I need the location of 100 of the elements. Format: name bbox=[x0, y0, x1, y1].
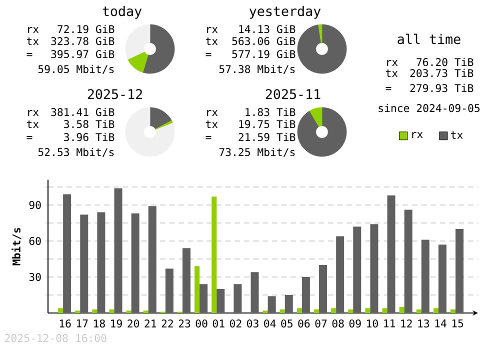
x-tick-label: 09 bbox=[349, 319, 361, 328]
bar bbox=[114, 188, 122, 313]
bar bbox=[456, 228, 464, 313]
text: = bbox=[386, 87, 392, 90]
chart-title: 2025-11 bbox=[266, 89, 320, 100]
bar bbox=[370, 224, 378, 313]
bar bbox=[353, 226, 362, 313]
text: 563.06 GiB bbox=[232, 36, 296, 46]
bar bbox=[58, 308, 64, 313]
bar bbox=[433, 308, 438, 313]
text: 577.19 GiB bbox=[232, 50, 296, 58]
text: since 2024-09-05 bbox=[378, 104, 480, 112]
x-tick-label: 05 bbox=[281, 319, 292, 328]
legend-label: rx bbox=[412, 132, 423, 138]
x-tick-label: 04 bbox=[264, 319, 276, 328]
bar bbox=[92, 309, 98, 313]
bar bbox=[319, 264, 328, 313]
bar bbox=[216, 288, 225, 313]
text: 279.93 TiB bbox=[410, 84, 474, 92]
bar bbox=[336, 236, 344, 313]
text: 57.38 Mbit/s bbox=[219, 64, 295, 74]
x-tick-label: 20 bbox=[128, 319, 140, 328]
x-tick-label: 18 bbox=[94, 319, 105, 328]
bar bbox=[280, 309, 285, 313]
text: = bbox=[206, 136, 212, 140]
x-tick-label: 14 bbox=[435, 319, 446, 328]
text: 3.58 TiB bbox=[64, 120, 114, 128]
bar bbox=[438, 244, 446, 313]
x-tick-label: 17 bbox=[76, 319, 88, 328]
text: 72.19 GiB bbox=[58, 24, 114, 34]
text: tx bbox=[386, 70, 398, 77]
bar bbox=[182, 248, 191, 313]
bar bbox=[234, 284, 242, 313]
bar bbox=[165, 268, 174, 313]
text: 52.53 Mbit/s bbox=[38, 148, 114, 157]
text: 381.41 GiB bbox=[51, 108, 114, 116]
x-tick-label: 11 bbox=[384, 319, 395, 328]
chart-title: yesterday bbox=[250, 6, 321, 19]
bar bbox=[382, 308, 388, 313]
bar bbox=[314, 309, 320, 313]
text: 76.20 TiB bbox=[416, 58, 474, 66]
text: 395.97 GiB bbox=[51, 50, 114, 58]
bar bbox=[284, 294, 293, 313]
text: rx bbox=[207, 110, 218, 116]
text: rx bbox=[387, 60, 398, 66]
x-tick-label: 07 bbox=[315, 319, 327, 328]
text: = bbox=[26, 53, 32, 56]
y-axis-title: Mbit/s bbox=[12, 228, 22, 266]
text: 14.13 GiB bbox=[239, 24, 296, 34]
text: 59.05 Mbit/s bbox=[38, 64, 114, 74]
x-tick-label: 06 bbox=[298, 319, 310, 328]
bar bbox=[296, 308, 302, 313]
bar bbox=[97, 212, 106, 313]
text: 203.73 TiB bbox=[410, 68, 474, 78]
x-tick-label: 22 bbox=[162, 319, 173, 328]
chart-title: 2025-12 bbox=[88, 89, 142, 100]
bar bbox=[212, 196, 217, 313]
text: rx bbox=[28, 27, 39, 33]
text: 19.75 TiB bbox=[239, 120, 296, 128]
bar bbox=[421, 240, 430, 313]
text: 3.96 TiB bbox=[64, 132, 114, 142]
bar bbox=[63, 194, 72, 313]
bar bbox=[404, 210, 412, 313]
x-tick-label: 12 bbox=[401, 319, 412, 328]
text: 21.59 TiB bbox=[238, 132, 296, 142]
bar bbox=[348, 309, 354, 313]
bar bbox=[131, 213, 140, 313]
text: = bbox=[26, 136, 32, 140]
legend-label: tx bbox=[451, 131, 463, 139]
bar bbox=[416, 309, 422, 313]
text: rx bbox=[28, 110, 39, 116]
x-tick-label: 15 bbox=[452, 319, 464, 328]
text: = bbox=[206, 53, 212, 56]
bar bbox=[109, 309, 114, 313]
text: 1.83 TiB bbox=[246, 108, 296, 116]
x-tick-label: 00 bbox=[196, 319, 208, 328]
bar bbox=[194, 266, 200, 313]
text: tx bbox=[26, 38, 39, 45]
text: rx bbox=[207, 27, 218, 33]
x-tick-label: 13 bbox=[418, 319, 430, 328]
bar bbox=[387, 195, 396, 313]
bar bbox=[80, 214, 88, 313]
y-tick-label: 30 bbox=[29, 272, 41, 282]
x-tick-label: 03 bbox=[247, 319, 258, 328]
bar bbox=[365, 308, 370, 313]
x-tick-label: 10 bbox=[367, 319, 378, 328]
bar bbox=[200, 284, 208, 313]
bar bbox=[399, 306, 404, 313]
x-tick-label: 19 bbox=[111, 319, 122, 328]
y-tick-label: 90 bbox=[29, 200, 41, 210]
text: all time bbox=[398, 34, 460, 44]
bar bbox=[331, 308, 336, 313]
chart-title: today bbox=[102, 6, 142, 19]
x-tick-label: 21 bbox=[144, 319, 156, 328]
x-tick-label: 02 bbox=[230, 319, 242, 328]
text: 73.25 Mbit/s bbox=[219, 148, 295, 157]
x-tick-label: 16 bbox=[60, 319, 71, 328]
x-tick-label: 23 bbox=[178, 319, 190, 328]
text: 323.78 GiB bbox=[51, 36, 114, 46]
text: tx bbox=[206, 120, 218, 128]
